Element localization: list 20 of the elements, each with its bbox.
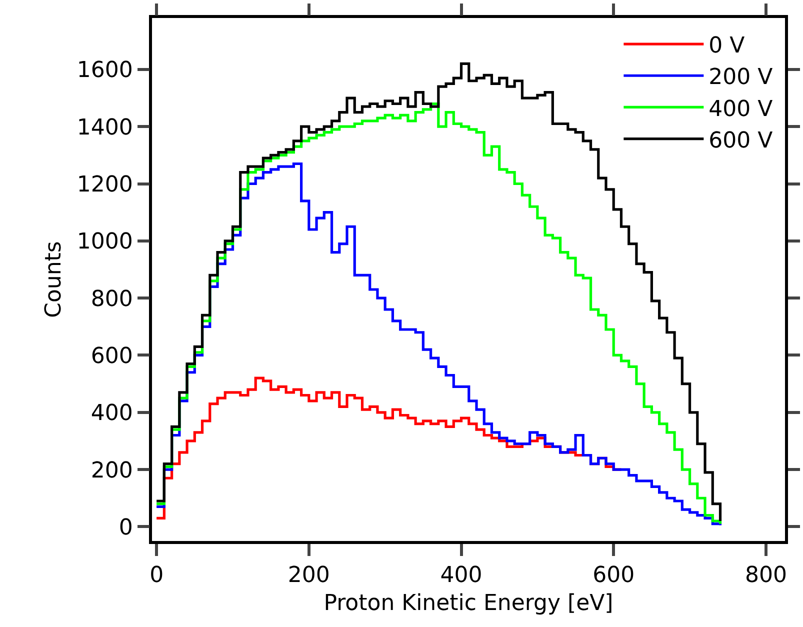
legend-label: 400 V: [708, 96, 773, 122]
x-tick-label: 400: [440, 563, 482, 588]
y-tick-label: 400: [90, 401, 133, 426]
y-tick-label: 200: [90, 458, 133, 484]
y-tick-label: 600: [90, 344, 133, 369]
y-tick-label: 1200: [76, 172, 133, 198]
legend-label: 600 V: [708, 128, 773, 154]
x-tick-label: 800: [744, 563, 787, 588]
x-tick-label: 600: [592, 563, 635, 588]
legend-label: 0 V: [708, 34, 745, 59]
legend-label: 200 V: [708, 65, 773, 90]
x-axis-title: Proton Kinetic Energy [eV]: [324, 591, 614, 616]
x-tick-label: 0: [150, 563, 164, 588]
y-tick-label: 800: [90, 286, 133, 312]
y-tick-label: 1600: [76, 58, 133, 84]
y-axis-title: Counts: [42, 241, 67, 318]
y-tick-label: 0: [118, 515, 133, 540]
y-tick-label: 1400: [76, 115, 133, 140]
y-tick-label: 1000: [76, 230, 133, 255]
x-tick-label: 200: [288, 563, 330, 588]
